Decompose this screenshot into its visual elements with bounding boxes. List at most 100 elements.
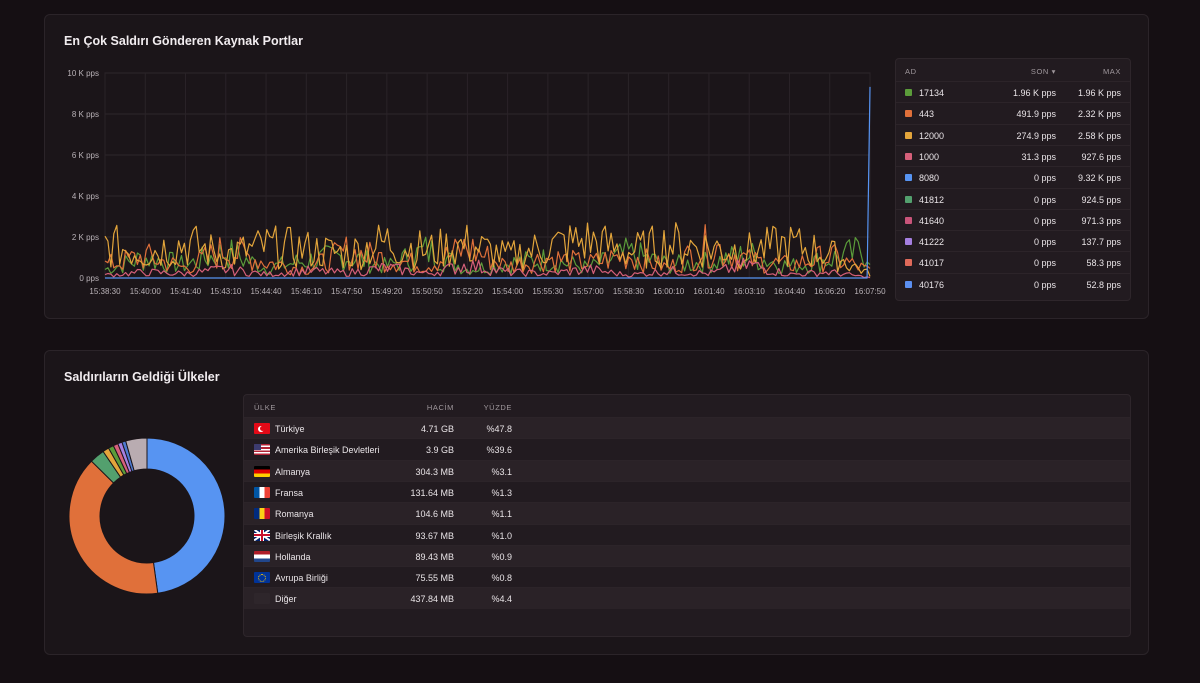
series-name: 41017 <box>919 258 945 269</box>
x-tick-label: 16:00:10 <box>653 287 685 296</box>
legend-row[interactable]: 443 491.9 pps 2.32 K pps <box>896 102 1130 124</box>
donut-slice[interactable] <box>68 460 159 595</box>
series-last-value: 0 pps <box>1033 237 1056 248</box>
legend-header-name[interactable]: AD <box>905 67 917 76</box>
eu-flag-icon <box>254 572 270 584</box>
country-row[interactable]: Fransa 131.64 MB %1.3 <box>244 480 1130 503</box>
series-last-value: 1.96 K pps <box>1012 88 1056 98</box>
countries-table: ÜLKE HACİM YÜZDE Türkiye 4.71 GB %47.8 Amer… <box>243 394 1131 637</box>
country-row[interactable]: Birleşik Krallık 93.67 MB %1.0 <box>244 523 1130 546</box>
y-tick-label: 6 K pps <box>72 151 99 160</box>
series-line-8080[interactable] <box>105 86 871 279</box>
series-name: 1000 <box>919 151 940 162</box>
countries-panel-title: Saldırıların Geldiği Ülkeler <box>64 370 220 384</box>
series-name: 41222 <box>919 237 945 248</box>
x-tick-label: 15:50:50 <box>412 287 444 296</box>
series-line-1000[interactable] <box>104 257 871 279</box>
country-volume: 75.55 MB <box>415 573 454 584</box>
header-country[interactable]: ÜLKE <box>254 403 276 412</box>
legend-header-last[interactable]: SON ▾ <box>1030 67 1056 76</box>
ro-flag-icon <box>254 508 270 520</box>
tr-flag-icon <box>254 423 270 434</box>
series-max-value: 137.7 pps <box>1081 237 1121 248</box>
countries-donut-chart[interactable] <box>67 436 227 596</box>
legend-row[interactable]: 1000 31.3 pps 927.6 pps <box>896 144 1130 167</box>
donut-slice[interactable] <box>125 437 148 472</box>
legend-row[interactable]: 8080 0 pps 9.32 K pps <box>896 166 1130 188</box>
country-row[interactable]: Amerika Birleşik Devletleri 3.9 GB %39.6 <box>244 438 1130 460</box>
series-color-swatch <box>905 238 912 246</box>
country-row[interactable]: Türkiye 4.71 GB %47.8 <box>244 417 1130 439</box>
series-line-12000[interactable] <box>104 222 871 277</box>
x-tick-label: 15:40:00 <box>130 287 162 296</box>
series-last-value: 0 pps <box>1033 173 1056 184</box>
series-last-value: 31.3 pps <box>1021 151 1056 162</box>
series-name: 8080 <box>919 173 940 184</box>
x-tick-label: 16:03:10 <box>734 287 766 296</box>
series-last-value: 0 pps <box>1033 279 1056 290</box>
country-percent: %0.8 <box>491 573 512 584</box>
series-max-value: 9.32 K pps <box>1077 173 1121 184</box>
series-color-swatch <box>905 174 912 182</box>
series-max-value: 924.5 pps <box>1081 194 1121 205</box>
series-last-value: 0 pps <box>1033 194 1056 205</box>
series-max-value: 2.58 K pps <box>1077 130 1121 141</box>
country-row[interactable]: Avrupa Birliği 75.55 MB %0.8 <box>244 566 1130 588</box>
country-name: Avrupa Birliği <box>275 573 328 584</box>
donut-slice[interactable] <box>146 437 226 594</box>
legend-row[interactable]: 41640 0 pps 971.3 pps <box>896 208 1130 231</box>
x-tick-label: 15:43:10 <box>210 287 242 296</box>
countries-table-header: ÜLKE HACİM YÜZDE <box>244 395 1130 417</box>
country-row[interactable]: Diğer 437.84 MB %4.4 <box>244 587 1130 610</box>
country-volume: 3.9 GB <box>425 445 454 456</box>
country-volume: 93.67 MB <box>415 530 454 541</box>
series-color-swatch <box>905 152 912 160</box>
x-tick-label: 16:01:40 <box>693 287 725 296</box>
header-volume[interactable]: HACİM <box>426 403 454 412</box>
x-tick-label: 15:55:30 <box>532 287 564 296</box>
x-tick-label: 16:04:40 <box>774 287 806 296</box>
series-last-value: 0 pps <box>1033 258 1056 269</box>
x-tick-label: 15:57:00 <box>573 287 605 296</box>
ports-timeseries-chart[interactable]: 0 pps 2 K pps 4 K pps 6 K pps 8 K pps 10 K pp… <box>45 15 895 320</box>
legend-row[interactable]: 41812 0 pps 924.5 pps <box>896 187 1130 210</box>
x-tick-label: 15:46:10 <box>291 287 323 296</box>
countries-panel: Saldırıların Geldiği Ülkeler ÜLKE HACİM … <box>44 350 1149 655</box>
legend-row[interactable]: 40176 0 pps 52.8 pps <box>896 272 1130 295</box>
country-volume: 4.71 GB <box>420 424 454 434</box>
legend-row[interactable]: 41017 0 pps 58.3 pps <box>896 251 1130 273</box>
country-name: Türkiye <box>275 424 305 434</box>
x-tick-label: 15:52:20 <box>452 287 484 296</box>
series-max-value: 2.32 K pps <box>1077 109 1121 120</box>
header-percent[interactable]: YÜZDE <box>483 403 512 412</box>
legend-row[interactable]: 17134 1.96 K pps 1.96 K pps <box>896 81 1130 103</box>
country-row[interactable]: Hollanda 89.43 MB %0.9 <box>244 544 1130 567</box>
country-percent: %47.8 <box>486 424 512 434</box>
legend-header-max[interactable]: MAX <box>1102 67 1121 76</box>
us-flag-icon <box>254 444 270 456</box>
y-tick-label: 0 pps <box>79 274 99 283</box>
series-last-value: 0 pps <box>1033 215 1056 226</box>
series-color-swatch <box>905 216 912 224</box>
country-volume: 437.84 MB <box>410 594 454 605</box>
legend-header: AD SON ▾ MAX <box>896 59 1130 81</box>
legend-row[interactable]: 12000 274.9 pps 2.58 K pps <box>896 123 1130 146</box>
flag-placeholder-icon <box>254 593 270 605</box>
series-line-443[interactable] <box>104 224 871 276</box>
legend-row[interactable]: 41222 0 pps 137.7 pps <box>896 230 1130 252</box>
x-tick-label: 15:58:30 <box>613 287 645 296</box>
country-row[interactable]: Romanya 104.6 MB %1.1 <box>244 502 1130 525</box>
series-color-swatch <box>905 110 912 118</box>
country-percent: %39.6 <box>486 445 512 456</box>
country-name: Amerika Birleşik Devletleri <box>275 445 380 456</box>
country-row[interactable]: Almanya 304.3 MB %3.1 <box>244 459 1130 482</box>
country-volume: 89.43 MB <box>415 551 454 562</box>
y-tick-label: 2 K pps <box>72 233 99 242</box>
gb-flag-icon <box>254 529 270 541</box>
x-tick-label: 16:07:50 <box>854 287 886 296</box>
country-volume: 131.64 MB <box>410 487 454 498</box>
x-tick-label: 15:44:40 <box>250 287 282 296</box>
country-name: Romanya <box>275 509 314 520</box>
country-name: Almanya <box>275 466 311 477</box>
country-percent: %3.1 <box>491 466 512 477</box>
